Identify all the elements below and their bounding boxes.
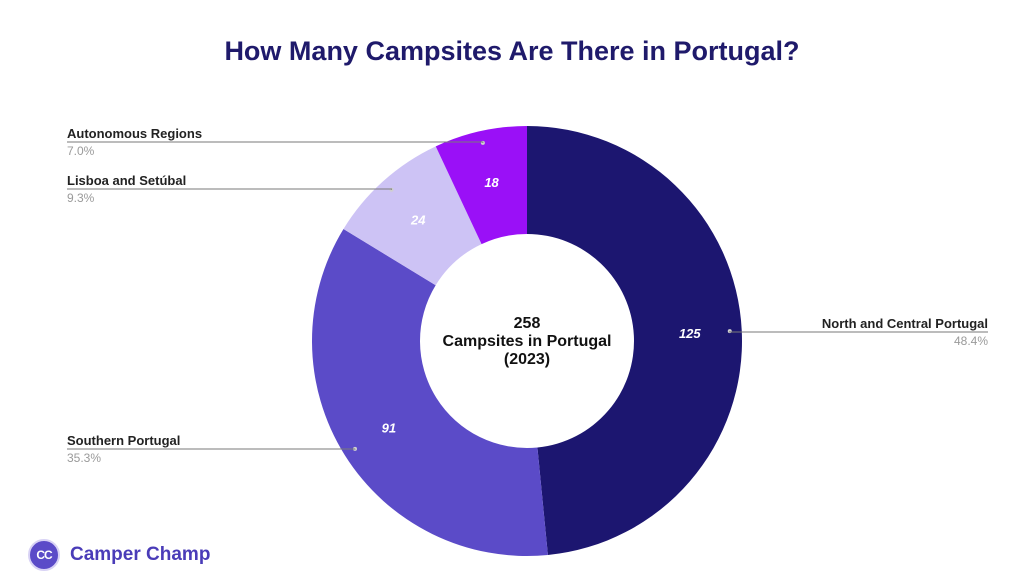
slice-value-north-and-central-portugal: 125 — [679, 326, 701, 341]
slice-north-and-central-portugal — [527, 126, 743, 555]
label-north-and-central-portugal: North and Central Portugal — [822, 316, 988, 331]
slice-value-labels: 125 91 24 18 — [382, 175, 702, 436]
slice-value-autonomous-regions: 18 — [484, 175, 499, 190]
center-label-line-1: 258 — [514, 315, 541, 332]
label-southern-portugal: Southern Portugal — [67, 433, 180, 448]
percent-southern-portugal: 35.3% — [67, 451, 101, 465]
center-label-line-3: (2023) — [504, 351, 550, 368]
camper-champ-logo-icon: CC — [28, 539, 60, 571]
leader-line-north-and-central-portugal — [729, 331, 988, 333]
donut-hole — [420, 234, 634, 448]
outer-labels: North and Central Portugal 48.4% Southern … — [67, 126, 988, 465]
brand: CC Camper Champ — [28, 538, 210, 572]
label-autonomous-regions: Autonomous Regions — [67, 126, 202, 141]
slice-autonomous-regions — [435, 126, 527, 245]
percent-north-and-central-portugal: 48.4% — [954, 334, 988, 348]
leader-line-autonomous-regions — [67, 141, 484, 143]
leader-line-lisboa-and-set-bal — [67, 188, 393, 190]
leader-lines — [67, 140, 988, 451]
percent-lisboa-and-set-bal: 9.3% — [67, 191, 95, 205]
donut-slices — [312, 126, 743, 556]
center-label-line-2: Campsites in Portugal — [443, 333, 612, 350]
chart-title: How Many Campsites Are There in Portugal… — [224, 36, 800, 66]
brand-name: Camper Champ — [70, 544, 211, 565]
slice-value-southern-portugal: 91 — [382, 421, 396, 436]
slice-southern-portugal — [312, 228, 548, 556]
percent-autonomous-regions: 7.0% — [67, 144, 95, 158]
slice-lisboa-and-set-bal — [343, 146, 482, 286]
label-lisboa-and-set-bal: Lisboa and Setúbal — [67, 173, 186, 188]
slice-value-lisboa-and-set-bal: 24 — [410, 213, 426, 228]
